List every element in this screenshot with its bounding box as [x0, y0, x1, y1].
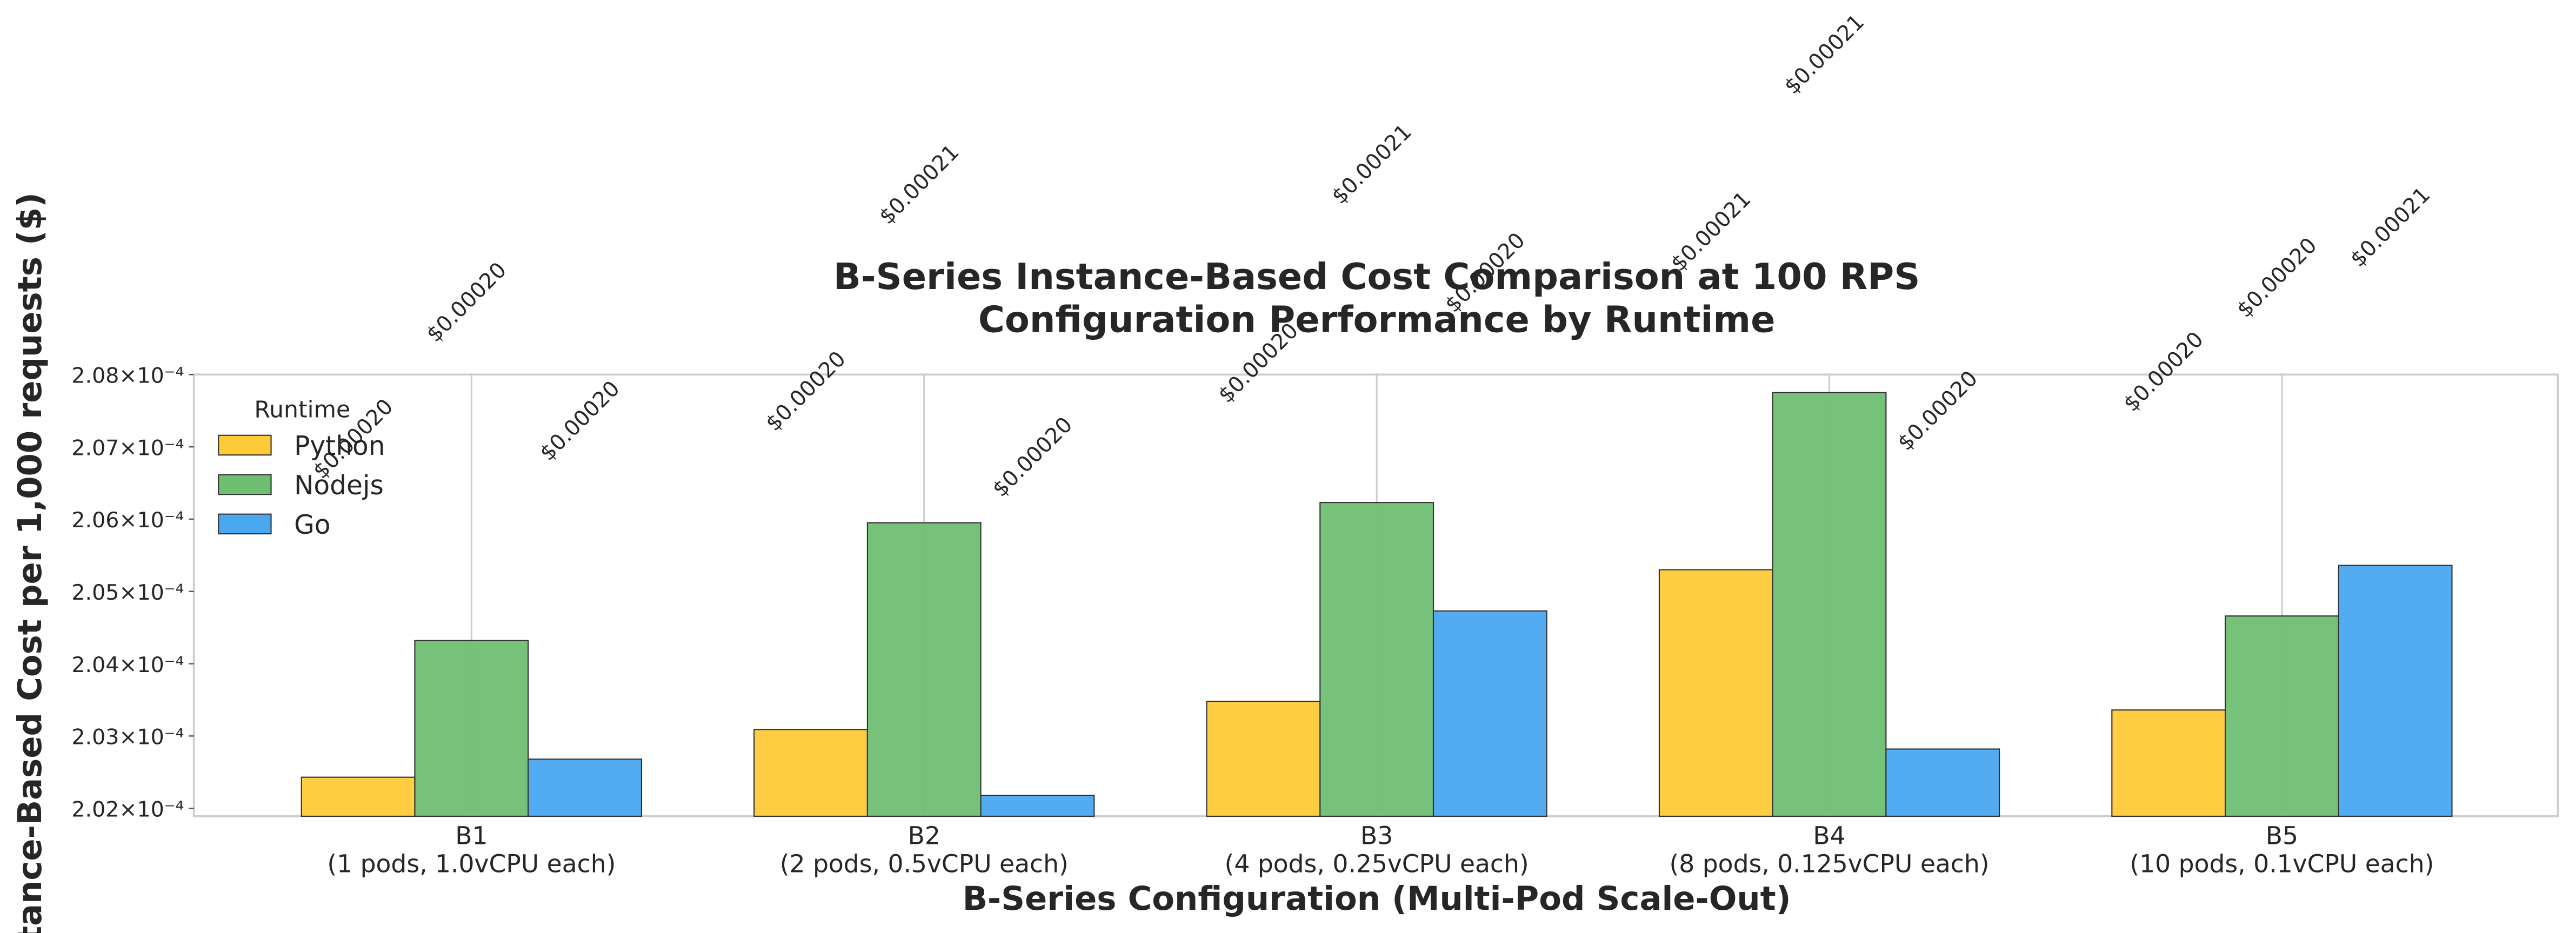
bar	[1206, 701, 1321, 817]
x-tick-label: B5	[2266, 822, 2298, 850]
x-axis-label: B-Series Configuration (Multi-Pod Scale-…	[963, 880, 1791, 918]
bar	[1885, 748, 2000, 817]
bar	[2111, 709, 2226, 817]
chart-subtitle: Configuration Performance by Runtime	[978, 298, 1776, 340]
y-tick-label: 2.06×10⁻⁴	[71, 508, 184, 533]
x-tick-note: (4 pods, 0.25vCPU each)	[1225, 849, 1529, 878]
legend-label: Go	[294, 510, 330, 540]
y-tick-label: 2.03×10⁻⁴	[71, 725, 184, 750]
x-tick-label: B1	[455, 822, 488, 850]
bar	[1319, 502, 1434, 817]
y-tick-label: 2.08×10⁻⁴	[71, 363, 184, 388]
legend-label: Python	[294, 431, 385, 461]
bar	[528, 759, 643, 817]
legend-swatch	[218, 513, 272, 535]
x-tick-label: B2	[908, 822, 940, 850]
y-axis-label: Instance-Based Cost per 1,000 requests (…	[11, 192, 49, 933]
bar	[1772, 392, 1887, 817]
y-tick-label: 2.05×10⁻⁴	[71, 580, 184, 605]
chart-title: B-Series Instance-Based Cost Comparison …	[833, 256, 1920, 298]
x-tick-label: B3	[1360, 822, 1393, 850]
x-tick-note: (2 pods, 0.5vCPU each)	[780, 849, 1069, 878]
x-tick-label: B4	[1813, 822, 1845, 850]
bar	[1432, 610, 1547, 817]
bar	[866, 522, 982, 817]
bar	[414, 640, 529, 817]
legend-swatch	[218, 434, 272, 456]
legend-label: Nodejs	[294, 471, 384, 501]
y-tick-label: 2.02×10⁻⁴	[71, 797, 184, 822]
x-tick-note: (1 pods, 1.0vCPU each)	[327, 849, 616, 878]
legend-swatch	[218, 474, 272, 495]
legend-title: Runtime	[254, 397, 350, 423]
bar	[301, 776, 416, 817]
bar	[1658, 569, 1773, 817]
x-tick-note: (8 pods, 0.125vCPU each)	[1669, 849, 1989, 878]
bar	[753, 729, 868, 817]
bar	[2338, 565, 2453, 817]
y-tick-label: 2.04×10⁻⁴	[71, 653, 184, 677]
y-tick-label: 2.07×10⁻⁴	[71, 435, 184, 460]
x-tick-note: (10 pods, 0.1vCPU each)	[2130, 849, 2434, 878]
bar	[2224, 615, 2339, 817]
bar	[980, 795, 1095, 817]
